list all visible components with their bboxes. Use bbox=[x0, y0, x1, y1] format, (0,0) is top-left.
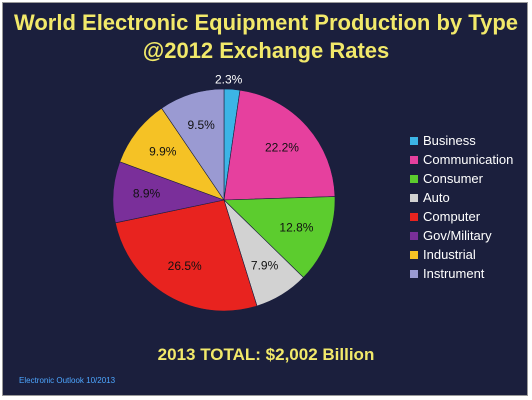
legend-item-business: Business bbox=[410, 131, 513, 150]
legend-item-instrument: Instrument bbox=[410, 264, 513, 283]
pie-slice-instrument bbox=[161, 88, 225, 201]
legend-swatch-business bbox=[410, 136, 418, 145]
pie-chart: 2.3% 22.2% 12.8% 7.9% 26.5% 8.9% 9.9% 9.5% bbox=[112, 72, 336, 312]
legend-label-gov-military: Gov/Military bbox=[423, 228, 492, 243]
legend-swatch-consumer bbox=[410, 174, 418, 183]
pie-slice-communication bbox=[223, 89, 336, 201]
legend-item-gov-military: Gov/Military bbox=[410, 226, 513, 245]
pie-label-auto: 7.9% bbox=[251, 258, 279, 272]
pie-label-instrument: 9.5% bbox=[187, 118, 215, 132]
legend-label-auto: Auto bbox=[423, 190, 450, 205]
legend-item-computer: Computer bbox=[410, 207, 513, 226]
slide: World Electronic Equipment Production by… bbox=[2, 2, 528, 396]
title-line-2: @2012 Exchange Rates bbox=[142, 38, 390, 63]
total-label: 2013 TOTAL: $2,002 Billion bbox=[157, 345, 375, 364]
legend-item-auto: Auto bbox=[410, 188, 513, 207]
legend-item-consumer: Consumer bbox=[410, 169, 513, 188]
legend-label-consumer: Consumer bbox=[423, 171, 483, 186]
legend-swatch-gov-military bbox=[410, 231, 418, 240]
legend-label-communication: Communication bbox=[423, 152, 514, 167]
pie-label-industrial: 9.9% bbox=[149, 144, 177, 158]
legend-label-computer: Computer bbox=[423, 209, 481, 224]
legend-label-instrument: Instrument bbox=[423, 266, 485, 281]
legend-label-business: Business bbox=[423, 133, 476, 148]
pie-label-computer: 26.5% bbox=[168, 259, 202, 273]
legend-label-industrial: Industrial bbox=[423, 247, 476, 262]
pie-label-business: 2.3% bbox=[215, 72, 243, 86]
legend-swatch-auto bbox=[410, 193, 418, 202]
legend-swatch-communication bbox=[410, 155, 418, 164]
title-line-1: World Electronic Equipment Production by… bbox=[13, 10, 518, 35]
pie-slice-consumer bbox=[223, 196, 336, 278]
legend-item-communication: Communication bbox=[410, 150, 513, 169]
legend-swatch-instrument bbox=[410, 269, 418, 278]
legend-item-industrial: Industrial bbox=[410, 245, 513, 264]
legend-swatch-computer bbox=[410, 212, 418, 221]
source-note: Electronic Outlook 10/2013 bbox=[19, 376, 116, 385]
pie-label-consumer: 12.8% bbox=[279, 220, 313, 234]
pie-label-communication: 22.2% bbox=[265, 140, 299, 154]
legend-swatch-industrial bbox=[410, 250, 418, 259]
chart-legend: Business Communication Consumer Auto Compute… bbox=[410, 131, 513, 283]
pie-slice-computer bbox=[115, 199, 258, 312]
pie-label-gov-military: 8.9% bbox=[133, 187, 161, 201]
chart-title: World Electronic Equipment Production by… bbox=[3, 9, 529, 65]
